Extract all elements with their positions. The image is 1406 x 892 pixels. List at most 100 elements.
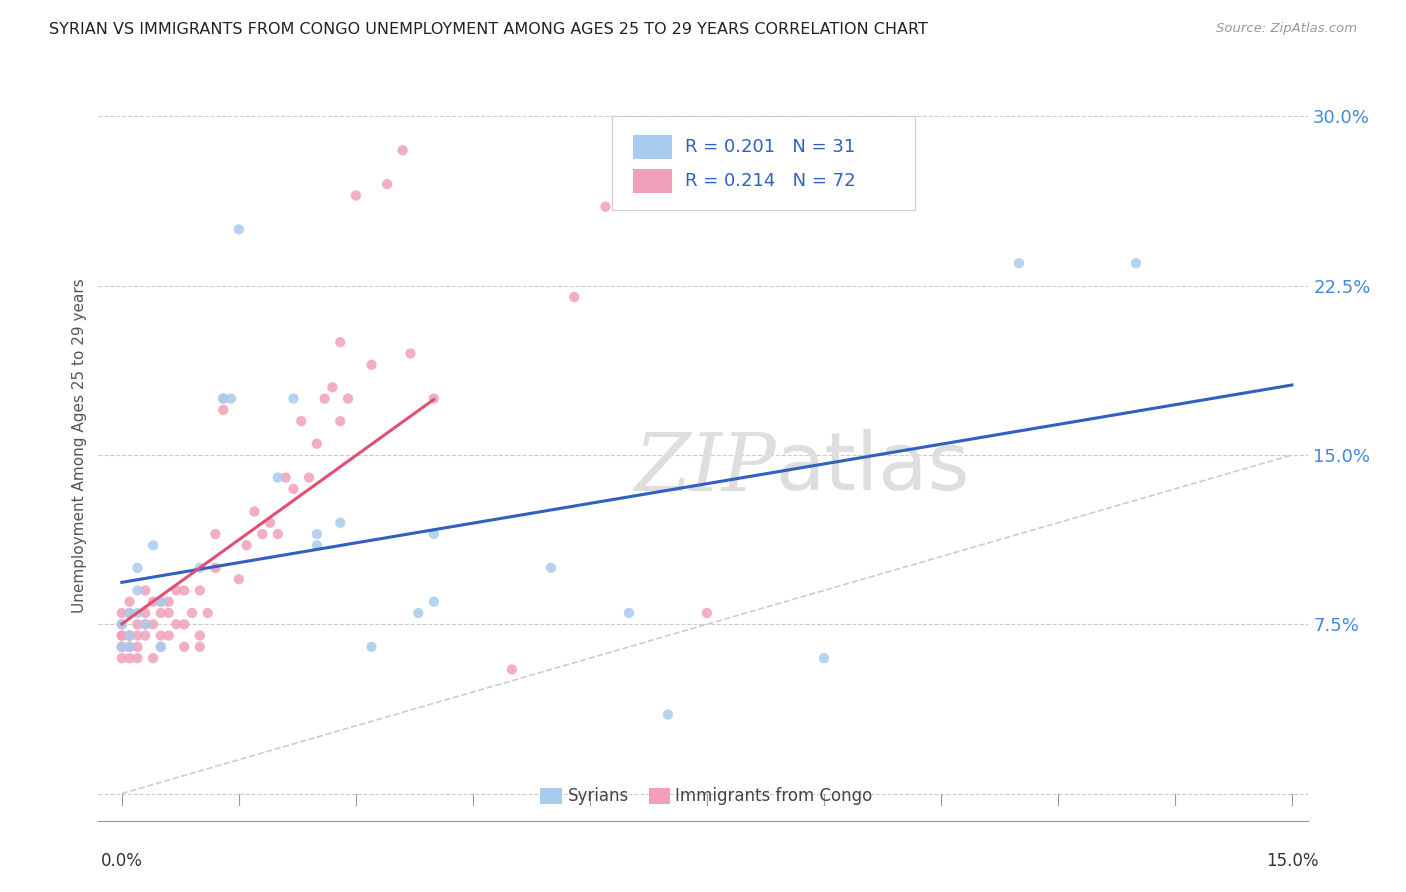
Point — [134, 583, 156, 598]
Point — [501, 662, 523, 676]
FancyBboxPatch shape — [613, 116, 915, 210]
Point — [127, 629, 149, 643]
Point — [406, 606, 429, 620]
Point — [562, 290, 585, 304]
Point — [134, 606, 156, 620]
Point — [657, 707, 679, 722]
Point — [1125, 256, 1147, 270]
Point — [329, 414, 352, 428]
Point — [127, 561, 149, 575]
Point — [360, 358, 382, 372]
Point — [111, 629, 134, 643]
Point — [298, 470, 321, 484]
Point — [197, 606, 219, 620]
Point — [204, 561, 226, 575]
Point — [118, 629, 141, 643]
Point — [305, 538, 328, 552]
Point — [111, 629, 134, 643]
Point — [204, 527, 226, 541]
Point — [111, 640, 134, 654]
FancyBboxPatch shape — [540, 788, 561, 805]
Point — [228, 572, 250, 586]
Point — [149, 640, 172, 654]
Point — [188, 561, 211, 575]
Point — [118, 640, 141, 654]
Point — [173, 583, 195, 598]
Point — [118, 606, 141, 620]
Point — [283, 482, 305, 496]
Point — [399, 346, 422, 360]
FancyBboxPatch shape — [633, 135, 672, 159]
Point — [127, 606, 149, 620]
Point — [111, 617, 134, 632]
Point — [329, 335, 352, 350]
Point — [423, 595, 446, 609]
Point — [290, 414, 312, 428]
Point — [118, 606, 141, 620]
Point — [118, 651, 141, 665]
Point — [127, 583, 149, 598]
Point — [219, 392, 242, 406]
Point — [127, 640, 149, 654]
Point — [540, 561, 562, 575]
Point — [267, 527, 290, 541]
Point — [134, 617, 156, 632]
Point — [111, 640, 134, 654]
Point — [157, 595, 180, 609]
Point — [127, 651, 149, 665]
Point — [118, 640, 141, 654]
Point — [134, 629, 156, 643]
Point — [321, 380, 343, 394]
Point — [423, 392, 446, 406]
Point — [391, 144, 413, 158]
Point — [165, 617, 187, 632]
Point — [375, 178, 398, 192]
Point — [134, 617, 156, 632]
Point — [314, 392, 336, 406]
Point — [259, 516, 281, 530]
Point — [118, 629, 141, 643]
Point — [188, 629, 211, 643]
Point — [111, 606, 134, 620]
Point — [149, 640, 172, 654]
Point — [212, 392, 235, 406]
Point — [617, 606, 640, 620]
Point — [111, 617, 134, 632]
Point — [165, 583, 187, 598]
Point — [118, 629, 141, 643]
Y-axis label: Unemployment Among Ages 25 to 29 years: Unemployment Among Ages 25 to 29 years — [72, 278, 87, 614]
Point — [181, 606, 204, 620]
Point — [274, 470, 297, 484]
Point — [127, 617, 149, 632]
FancyBboxPatch shape — [648, 788, 671, 805]
Point — [157, 629, 180, 643]
Text: ZIP: ZIP — [634, 430, 776, 508]
Point — [337, 392, 360, 406]
Point — [423, 527, 446, 541]
Point — [329, 516, 352, 530]
Point — [118, 640, 141, 654]
Point — [305, 527, 328, 541]
Point — [228, 222, 250, 236]
Point — [188, 583, 211, 598]
Point — [111, 651, 134, 665]
Point — [212, 403, 235, 417]
Point — [212, 392, 235, 406]
Point — [595, 200, 617, 214]
Text: R = 0.214   N = 72: R = 0.214 N = 72 — [685, 172, 855, 190]
Point — [157, 606, 180, 620]
Point — [283, 392, 305, 406]
Text: R = 0.201   N = 31: R = 0.201 N = 31 — [685, 138, 855, 156]
Text: 0.0%: 0.0% — [101, 852, 143, 871]
Point — [142, 651, 165, 665]
Point — [173, 617, 195, 632]
Point — [118, 595, 141, 609]
Text: Immigrants from Congo: Immigrants from Congo — [675, 787, 873, 805]
Point — [344, 188, 367, 202]
Text: 15.0%: 15.0% — [1265, 852, 1319, 871]
Text: Source: ZipAtlas.com: Source: ZipAtlas.com — [1216, 22, 1357, 36]
Point — [267, 470, 290, 484]
Point — [173, 640, 195, 654]
FancyBboxPatch shape — [633, 169, 672, 193]
Point — [111, 640, 134, 654]
